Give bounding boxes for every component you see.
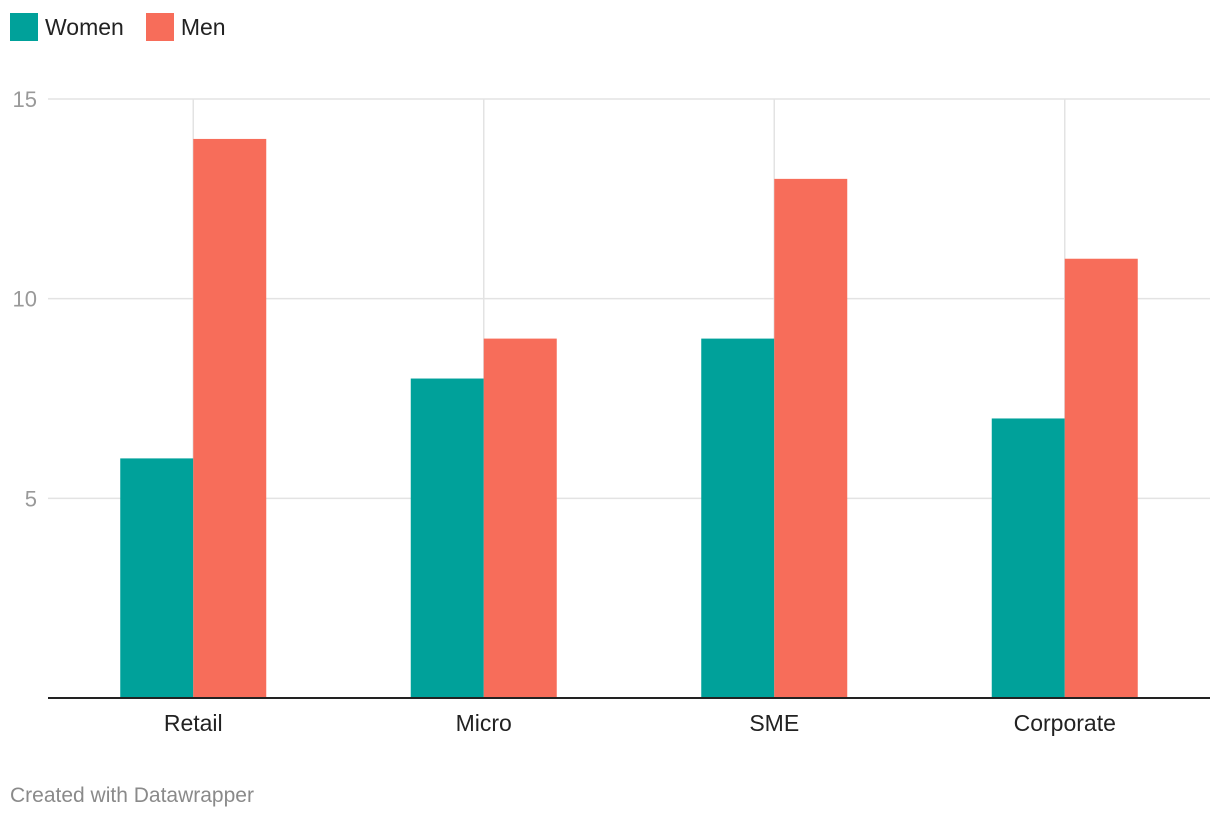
y-tick-label-5: 5 bbox=[25, 486, 37, 511]
bar-men-corporate bbox=[1064, 258, 1138, 698]
y-tick-label-15: 15 bbox=[13, 87, 37, 112]
legend-swatch-women bbox=[10, 13, 38, 41]
bar-women-micro bbox=[410, 378, 484, 698]
bar-women-corporate bbox=[991, 418, 1065, 698]
bar-men-micro bbox=[483, 338, 557, 698]
legend-swatch-men bbox=[145, 13, 174, 41]
legend-item-men: Men bbox=[145, 13, 226, 41]
bar-women-sme bbox=[701, 338, 775, 698]
x-tick-label-micro: Micro bbox=[456, 710, 512, 736]
bars bbox=[120, 138, 1138, 698]
legend: Women Men bbox=[10, 13, 226, 41]
bar-chart: 5 10 15 Retail Micro SME Corporate bbox=[13, 87, 1210, 736]
y-tick-label-10: 10 bbox=[13, 287, 37, 312]
x-tick-label-sme: SME bbox=[749, 710, 799, 736]
bar-women-retail bbox=[120, 458, 194, 698]
legend-label-men: Men bbox=[180, 13, 226, 40]
x-tick-label-retail: Retail bbox=[164, 710, 223, 736]
x-tick-label-corporate: Corporate bbox=[1014, 710, 1116, 736]
footer-credit: Created with Datawrapper bbox=[10, 784, 254, 807]
legend-label-women: Women bbox=[45, 13, 124, 40]
legend-item-women: Women bbox=[10, 13, 124, 41]
axes: Retail Micro SME Corporate bbox=[48, 697, 1210, 736]
bar-men-retail bbox=[193, 138, 267, 698]
bar-men-sme bbox=[774, 178, 848, 698]
